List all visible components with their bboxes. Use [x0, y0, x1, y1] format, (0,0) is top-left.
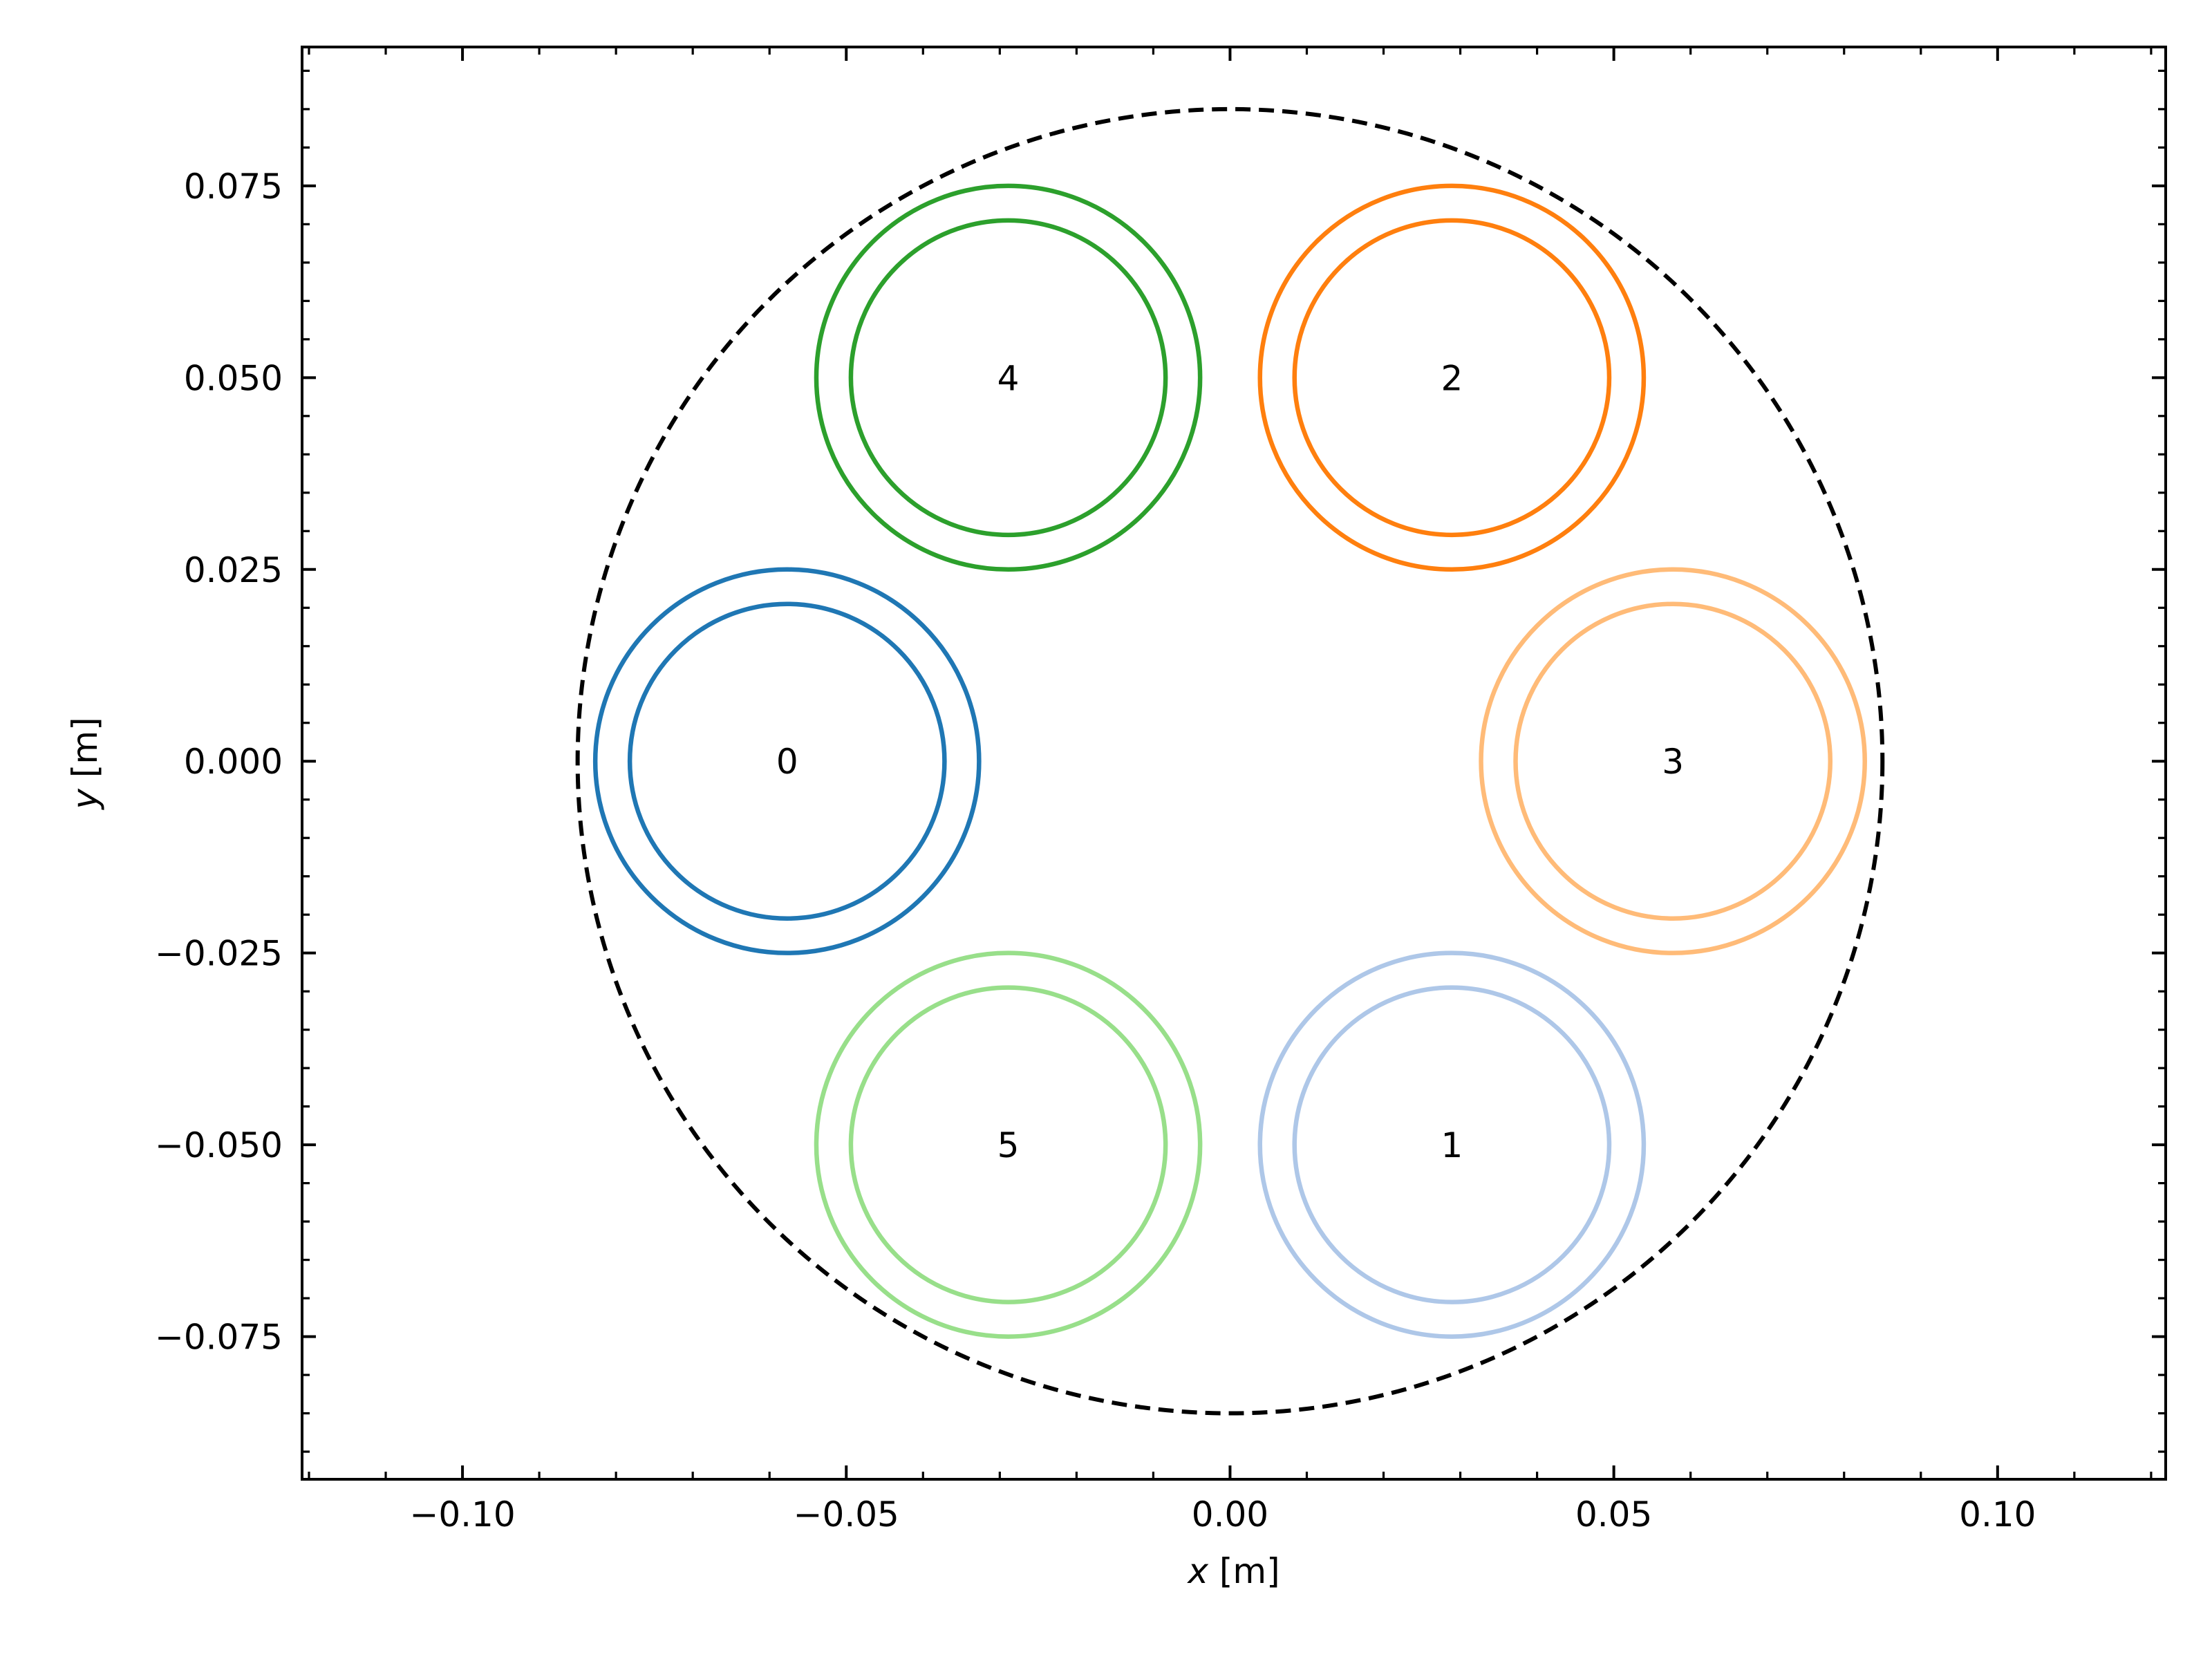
- x-axis-label-unit: [m]: [1219, 1551, 1280, 1591]
- pipe-label: 5: [997, 1125, 1020, 1165]
- pipe-label: 3: [1662, 742, 1684, 782]
- plot-area: 0 1 2 3 4 5: [575, 106, 1885, 1416]
- x-axis-label: x [m]: [1186, 1551, 1280, 1591]
- boundary-circle: [575, 106, 1885, 1416]
- x-tick-label: −0.05: [794, 1494, 899, 1535]
- pipe-label: 2: [1441, 358, 1463, 398]
- y-tick-label: 0.000: [184, 742, 283, 782]
- y-axis-label-var: y: [65, 788, 105, 811]
- pipe-1: 1: [1257, 950, 1647, 1339]
- x-tick-label: 0.05: [1575, 1494, 1652, 1535]
- pipe-label: 0: [776, 742, 798, 782]
- pipe-label: 4: [997, 358, 1020, 398]
- pipe-inner-circle: [1292, 218, 1612, 538]
- pipe-inner-circle: [848, 985, 1168, 1304]
- pipe-outer-circle: [814, 950, 1203, 1339]
- tick-labels: −0.10 −0.05 0.00 0.05 0.10 −0.075 −0.050 −0.025…: [155, 167, 2036, 1535]
- pipe-outer-circle: [592, 567, 982, 955]
- y-tick-label: 0.050: [184, 358, 283, 398]
- pipe-inner-circle: [1292, 985, 1612, 1304]
- pipe-inner-circle: [627, 601, 947, 921]
- pipe-outer-circle: [1479, 567, 1867, 955]
- pipe-0: 0: [592, 567, 982, 955]
- y-tick-label: −0.025: [155, 934, 283, 974]
- pipe-5: 5: [814, 950, 1203, 1339]
- y-tick-label: −0.050: [155, 1125, 283, 1165]
- pipe-outer-circle: [1257, 183, 1647, 572]
- x-tick-label: 0.00: [1192, 1494, 1268, 1535]
- y-axis-label: y [m]: [65, 717, 105, 810]
- y-tick-label: 0.075: [184, 167, 283, 207]
- pipe-inner-circle: [848, 218, 1168, 538]
- pipe-outer-circle: [1257, 950, 1647, 1339]
- x-axis-label-var: x: [1186, 1551, 1208, 1591]
- pipe-3: 3: [1479, 567, 1867, 955]
- x-tick-label: 0.10: [1959, 1494, 2036, 1535]
- pipe-2: 2: [1257, 183, 1647, 572]
- axes-frame: [301, 46, 2167, 1481]
- pipe-label: 1: [1441, 1125, 1463, 1165]
- pipe-outer-circle: [814, 183, 1203, 572]
- y-tick-label: −0.075: [155, 1318, 283, 1358]
- pipe-4: 4: [814, 183, 1203, 572]
- pipe-inner-circle: [1513, 601, 1833, 921]
- y-axis-label-unit: [m]: [65, 717, 105, 778]
- y-tick-label: 0.025: [184, 550, 283, 590]
- x-tick-label: −0.10: [409, 1494, 515, 1535]
